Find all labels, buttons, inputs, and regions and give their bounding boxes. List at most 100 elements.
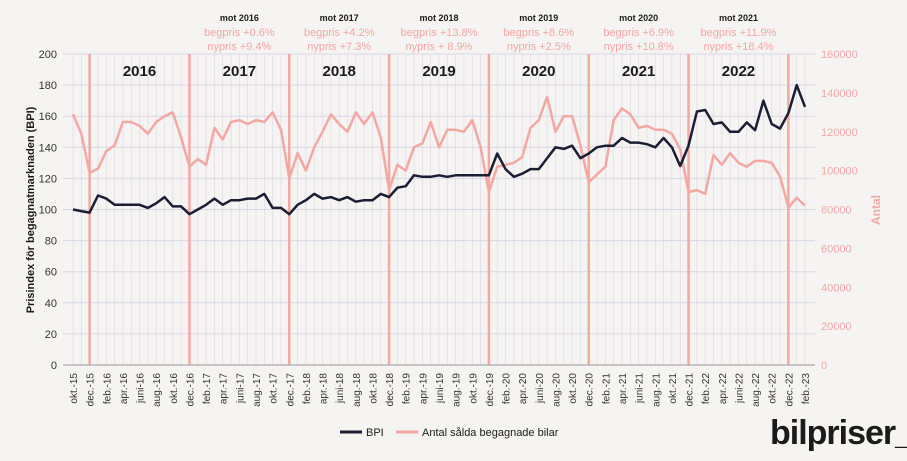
- x-tick-label: feb.-16: [102, 373, 113, 405]
- y-tick-label: 180: [39, 80, 57, 92]
- x-tick-label: aug.-18: [352, 373, 363, 407]
- x-tick-label: okt.-19: [468, 373, 479, 404]
- y-tick-label: 60: [45, 267, 57, 279]
- year-label: 2016: [123, 63, 156, 80]
- x-tick-label: dec.-15: [86, 373, 97, 407]
- y2-tick-label: 160000: [821, 49, 858, 61]
- y-tick-label: 40: [45, 298, 57, 310]
- year-label: 2017: [223, 63, 256, 80]
- x-tick-label: apr.-19: [418, 373, 429, 405]
- y-tick-label: 80: [45, 236, 57, 248]
- x-tick-label: okt.-18: [368, 373, 379, 404]
- comparison-nypris: nypris +9.4%: [207, 41, 271, 53]
- x-tick-label: apr.-21: [618, 373, 629, 405]
- comparison-nypris: nypris +10.8%: [604, 41, 674, 53]
- comparison-begpris: begpris +8.6%: [503, 27, 574, 39]
- y-tick-label: 160: [39, 111, 57, 123]
- x-tick-label: aug.-17: [252, 373, 263, 407]
- x-tick-label: juni-22: [734, 373, 745, 404]
- x-tick-label: okt.-22: [768, 373, 779, 404]
- comparison-heading: mot 2017: [320, 13, 359, 23]
- x-tick-label: feb.-17: [202, 373, 213, 405]
- x-tick-label: apr.-16: [119, 373, 130, 405]
- x-tick-label: dec.-17: [285, 373, 296, 407]
- x-tick-label: dec.-18: [385, 373, 396, 407]
- y2-tick-label: 80000: [821, 205, 852, 217]
- x-tick-label: aug.-19: [452, 373, 463, 407]
- x-tick-label: okt.-17: [269, 373, 280, 404]
- x-tick-label: aug.-22: [751, 373, 762, 407]
- x-tick-label: juni-17: [235, 373, 246, 404]
- x-tick-label: dec.-19: [485, 373, 496, 407]
- y-tick-label: 20: [45, 329, 57, 341]
- y-tick-label: 100: [39, 205, 57, 217]
- year-label: 2020: [522, 63, 555, 80]
- x-tick-label: apr.-17: [219, 373, 230, 405]
- x-tick-label: okt.-16: [169, 373, 180, 404]
- x-tick-label: aug.-21: [651, 373, 662, 407]
- legend-label-antal: Antal sålda begagnade bilar: [422, 427, 559, 439]
- y2-tick-label: 140000: [821, 88, 858, 100]
- x-tick-label: juni-20: [535, 373, 546, 404]
- year-dividers: [88, 54, 790, 365]
- x-tick-label: apr.-22: [718, 373, 729, 405]
- x-tick-label: feb.-22: [701, 373, 712, 405]
- x-tick-label: dec.-21: [685, 373, 696, 407]
- y-tick-label: 0: [51, 360, 57, 372]
- x-tick-label: okt.-21: [668, 373, 679, 404]
- x-tick-label: feb.-23: [801, 373, 812, 405]
- axes: 0 20 40 60 80 100 120 140 160 180 200 0 20000 40000 60…: [39, 49, 858, 407]
- year-label: 2021: [622, 63, 655, 80]
- year-labels: 2016 2017 2018 2019 2020 2021 2022: [123, 63, 755, 80]
- comparison-heading: mot 2021: [719, 13, 758, 23]
- x-tick-label: okt.-20: [568, 373, 579, 404]
- y-tick-label: 140: [39, 142, 57, 154]
- comparison-heading: mot 2019: [519, 13, 558, 23]
- x-tick-label: feb.-21: [601, 373, 612, 405]
- x-tick-label: juni-19: [435, 373, 446, 404]
- comparison-heading: mot 2020: [619, 13, 658, 23]
- series-line-bpi: [72, 83, 807, 216]
- y2-tick-label: 40000: [821, 282, 852, 294]
- comparison-begpris: begpris +11.9%: [700, 27, 776, 39]
- x-tick-label: apr.-18: [319, 373, 330, 405]
- x-tick-label: apr.-20: [518, 373, 529, 405]
- comparison-nypris: nypris +18.4%: [703, 41, 773, 53]
- y2-axis-title: Antal: [869, 195, 883, 225]
- y-tick-label: 200: [39, 49, 57, 61]
- legend-label-bpi: BPI: [366, 427, 384, 439]
- comparison-nypris: nypris +7.3%: [307, 41, 371, 53]
- x-tick-label: aug.-16: [152, 373, 163, 407]
- x-tick-label: juni-21: [635, 373, 646, 404]
- x-tick-label: dec.-16: [185, 373, 196, 407]
- comparison-nypris: nypris + 8.9%: [406, 41, 473, 53]
- series-line-antal: [71, 95, 806, 209]
- x-tick-label: feb.-19: [402, 373, 413, 405]
- y2-tick-label: 60000: [821, 243, 852, 255]
- x-tick-label: dec.-22: [784, 373, 795, 407]
- y2-tick-label: 0: [821, 360, 827, 372]
- comparison-begpris: begpris +4.2%: [304, 27, 375, 39]
- y2-tick-label: 100000: [821, 166, 858, 178]
- comparison-annotations: mot 2016 begpris +0.6% nypris +9.4% mot 201…: [204, 13, 777, 53]
- year-label: 2018: [322, 63, 355, 80]
- comparison-heading: mot 2018: [419, 13, 458, 23]
- y2-tick-label: 120000: [821, 127, 858, 139]
- comparison-begpris: begpris +13.8%: [401, 27, 478, 39]
- comparison-nypris: nypris +2.5%: [507, 41, 571, 53]
- year-label: 2022: [722, 63, 755, 80]
- x-tick-label: aug.-20: [551, 373, 562, 407]
- year-label: 2019: [422, 63, 455, 80]
- comparison-heading: mot 2016: [220, 13, 259, 23]
- comparison-begpris: begpris +6.9%: [603, 27, 674, 39]
- x-tick-label: feb.-18: [302, 373, 313, 405]
- x-tick-label: okt.-15: [69, 373, 80, 404]
- grid: [63, 53, 815, 366]
- x-tick-label: dec.-20: [585, 373, 596, 407]
- series: [71, 83, 807, 216]
- brand-logo: bilpriser_: [770, 414, 907, 452]
- y-axis-title: Prisindex för begagnatmarknaden (BPI): [25, 106, 37, 313]
- legend: BPI Antal sålda begagnade bilar: [340, 427, 559, 439]
- x-tick-label: juni-16: [136, 373, 147, 404]
